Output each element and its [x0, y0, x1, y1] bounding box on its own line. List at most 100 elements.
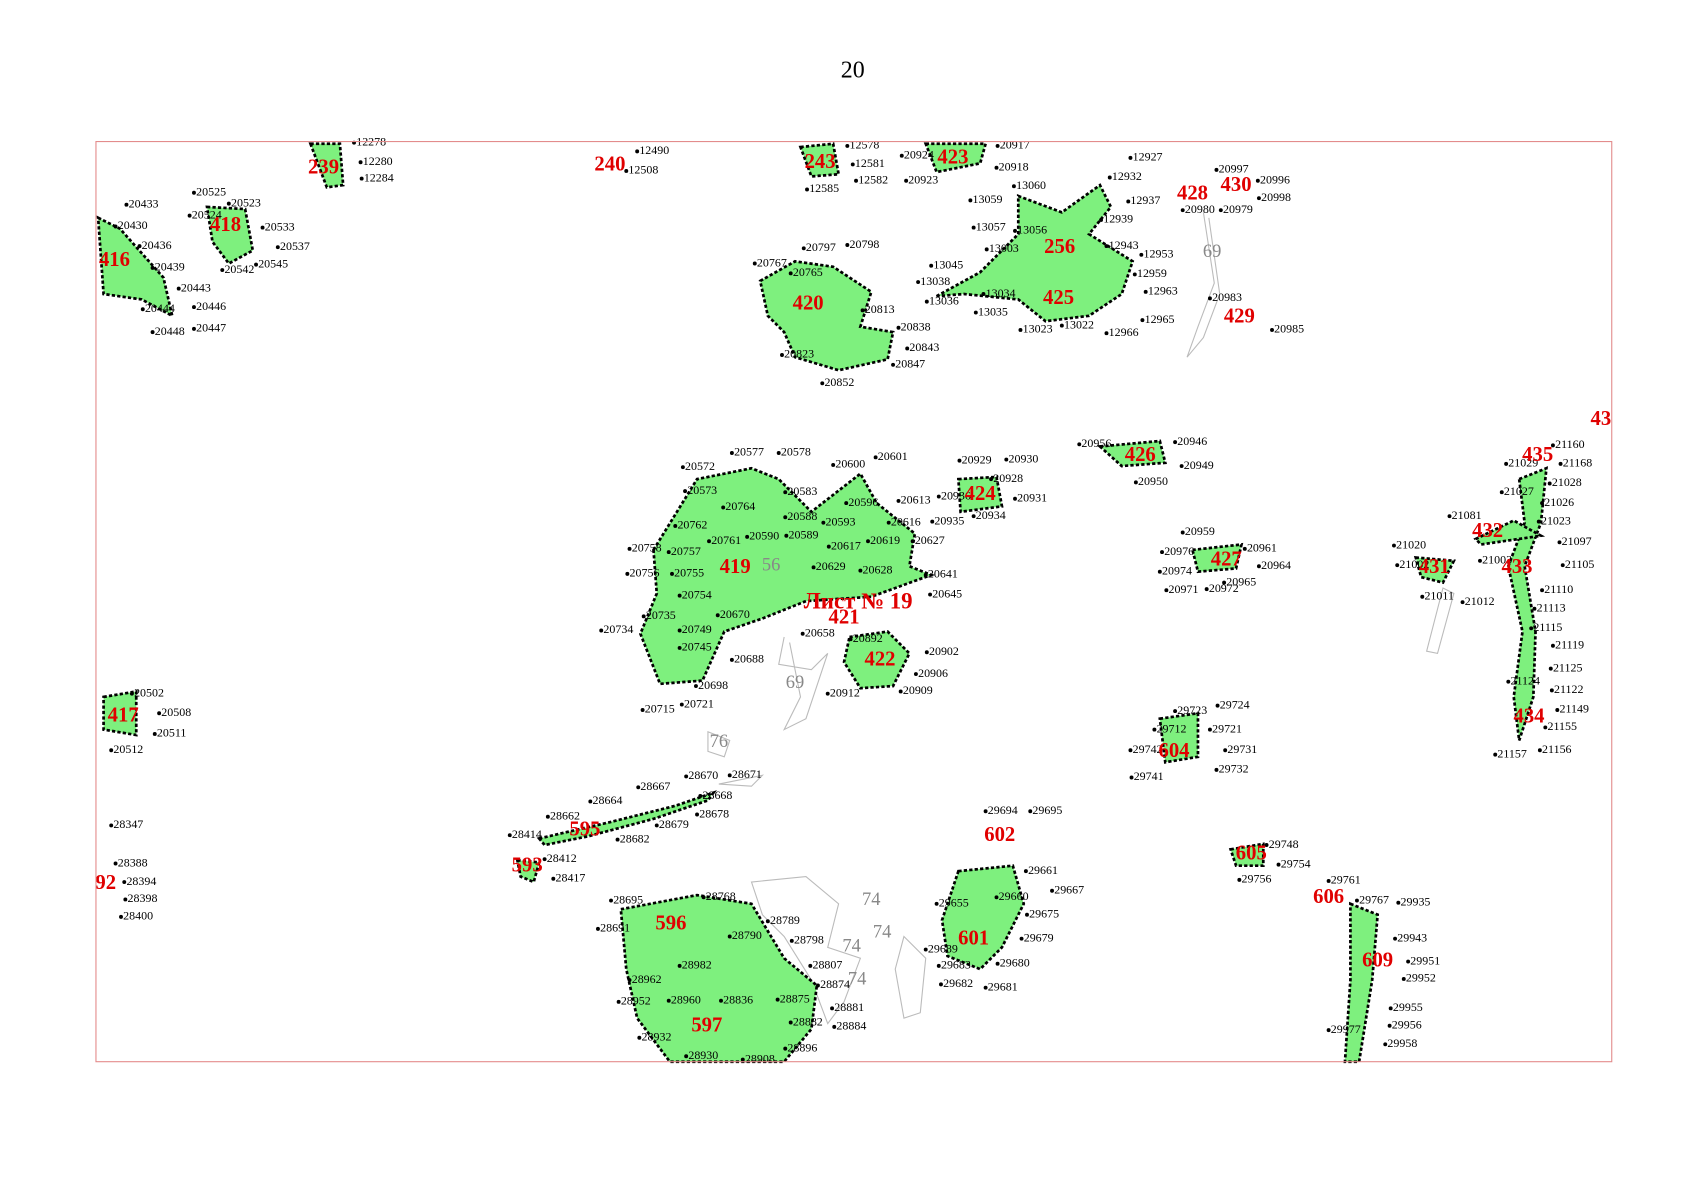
- boundary-point: [677, 963, 682, 968]
- point-number: 12927: [1133, 150, 1163, 164]
- point-number: 20997: [1219, 162, 1249, 176]
- parcel-number: 605: [1236, 843, 1267, 865]
- boundary-point: [636, 785, 641, 790]
- boundary-point: [934, 901, 939, 906]
- point-number: 12585: [809, 181, 839, 195]
- point-number: 28962: [632, 972, 662, 986]
- point-number: 20588: [787, 509, 817, 523]
- point-number: 20600: [835, 457, 865, 471]
- boundary-point: [1104, 331, 1109, 336]
- boundary-point: [150, 330, 155, 335]
- point-number: 28789: [770, 913, 800, 927]
- contour-number: 74: [873, 922, 892, 942]
- contour-number: 74: [848, 969, 867, 989]
- point-number: 28932: [642, 1029, 672, 1043]
- boundary-point: [124, 202, 129, 207]
- point-number: 20838: [901, 320, 931, 334]
- boundary-point: [137, 244, 142, 249]
- boundary-point: [845, 143, 850, 148]
- boundary-point: [899, 153, 904, 158]
- boundary-point: [1406, 959, 1411, 964]
- boundary-point: [1107, 175, 1112, 180]
- point-number: 28671: [732, 767, 762, 781]
- contour-number: 76: [710, 732, 729, 752]
- boundary-point: [780, 353, 784, 357]
- point-number: 20985: [1274, 322, 1304, 336]
- point-number: 20909: [903, 683, 933, 697]
- parcel-number: 595: [569, 819, 600, 841]
- point-number: 21003: [1482, 553, 1512, 567]
- point-number: 20523: [231, 195, 261, 209]
- point-number: 20721: [684, 696, 714, 710]
- boundary-point: [808, 963, 813, 968]
- point-number: 20512: [113, 742, 143, 756]
- boundary-point: [109, 748, 114, 753]
- point-number: 28836: [723, 992, 753, 1006]
- boundary-point: [886, 520, 891, 525]
- point-number: 20764: [725, 499, 755, 513]
- boundary-point: [1214, 167, 1219, 172]
- point-number: 29683: [941, 958, 971, 972]
- boundary-point: [891, 362, 896, 367]
- boundary-point: [1011, 184, 1016, 189]
- boundary-point: [1222, 580, 1227, 585]
- boundary-point: [694, 684, 698, 688]
- boundary-point: [1504, 461, 1509, 466]
- boundary-point: [1395, 563, 1400, 568]
- parcel-area: [956, 475, 1004, 514]
- boundary-point: [1550, 643, 1555, 648]
- boundary-point: [1157, 569, 1162, 574]
- parcel-area: [1506, 466, 1548, 741]
- parcel-number: 604: [1158, 740, 1189, 762]
- point-number: 20589: [789, 528, 819, 542]
- boundary-point: [983, 985, 988, 990]
- point-number: 20931: [1017, 490, 1047, 504]
- boundary-point: [1555, 708, 1560, 712]
- point-number: 20964: [1261, 558, 1291, 572]
- boundary-point: [1173, 709, 1178, 714]
- point-number: 20688: [734, 652, 764, 666]
- boundary-point: [1215, 703, 1220, 708]
- parcel-area: [1096, 439, 1168, 468]
- parcel-number: 418: [210, 214, 241, 236]
- boundary-point: [896, 325, 901, 330]
- point-number: 20983: [1212, 290, 1242, 304]
- boundary-point: [260, 225, 265, 230]
- point-number: 29943: [1397, 930, 1427, 944]
- boundary-point: [680, 465, 685, 470]
- point-number: 13003: [989, 241, 1019, 255]
- boundary-point: [187, 213, 192, 218]
- point-number: 20511: [157, 726, 186, 740]
- point-number: 20980: [1185, 202, 1215, 216]
- boundary-point: [1493, 752, 1498, 757]
- boundary-point: [1139, 252, 1144, 257]
- point-number: 21157: [1497, 746, 1526, 760]
- boundary-point: [1129, 775, 1134, 780]
- point-number: 28400: [123, 909, 153, 923]
- point-number: 20976: [1164, 544, 1194, 558]
- point-number: 20998: [1261, 190, 1291, 204]
- boundary-point: [673, 523, 678, 528]
- parcel-number: 432: [1472, 520, 1503, 542]
- point-number: 20524: [192, 207, 222, 221]
- boundary-point: [1420, 594, 1425, 599]
- point-number: 20537: [280, 239, 310, 253]
- point-number: 21029: [1508, 456, 1538, 470]
- parcel-area: [1413, 556, 1456, 585]
- boundary-point: [715, 613, 720, 618]
- road-outline: [707, 730, 731, 758]
- point-number: 20765: [793, 265, 823, 279]
- point-number: 29956: [1392, 1018, 1422, 1032]
- boundary-point: [727, 773, 732, 778]
- point-number: 20979: [1223, 202, 1253, 216]
- point-number: 20767: [757, 255, 787, 269]
- boundary-point: [850, 162, 855, 167]
- point-number: 29712: [1157, 721, 1187, 735]
- boundary-point: [923, 947, 928, 952]
- point-number: 29655: [939, 896, 969, 910]
- point-number: 20923: [908, 173, 938, 187]
- road-outline: [718, 774, 765, 787]
- point-number: 28667: [640, 779, 670, 793]
- parcel-number: 609: [1362, 949, 1393, 971]
